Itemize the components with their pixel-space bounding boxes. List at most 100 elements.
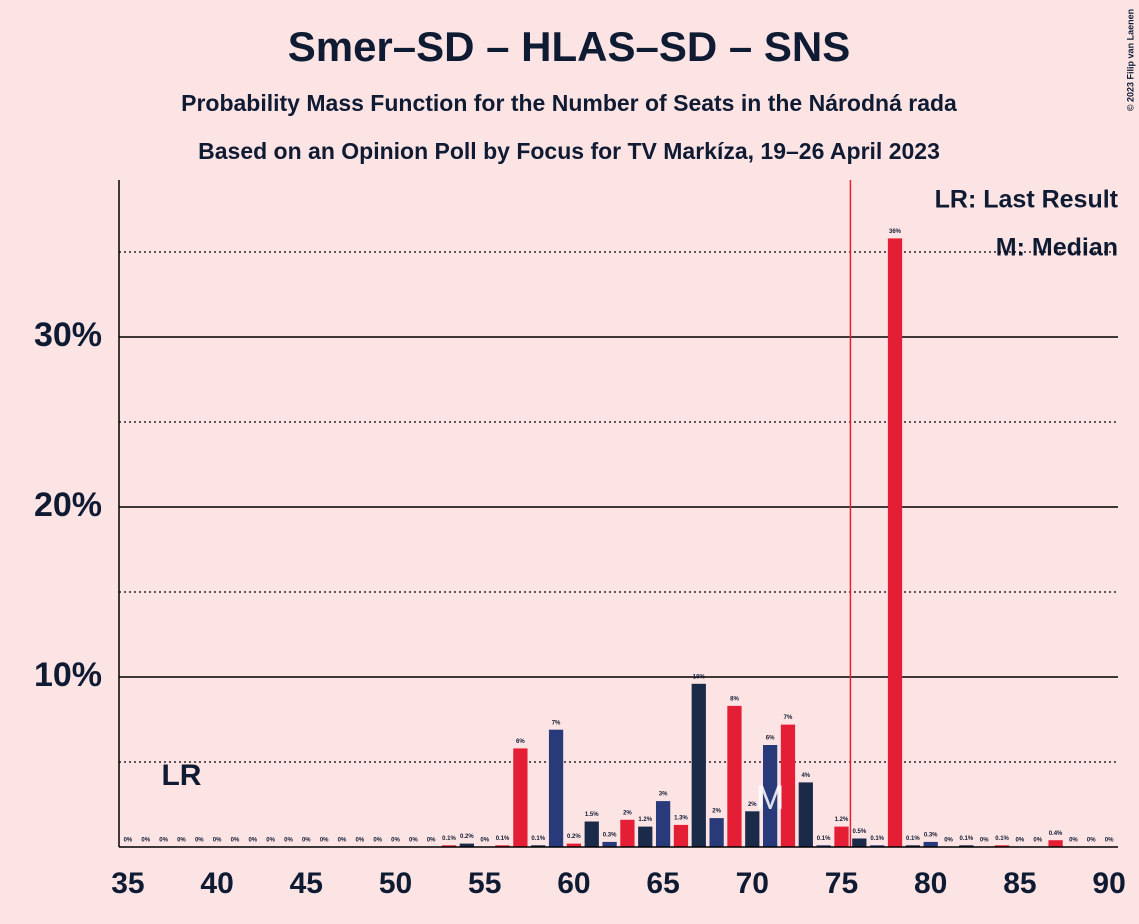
x-tick-label: 35 xyxy=(111,867,144,900)
value-label: 4% xyxy=(801,773,810,779)
bar xyxy=(441,845,457,847)
value-label: 0% xyxy=(409,838,418,844)
bar xyxy=(887,238,903,847)
value-label: 0% xyxy=(1033,838,1042,844)
value-label: 0% xyxy=(338,838,347,844)
bar xyxy=(548,729,564,847)
value-label: 0.1% xyxy=(960,836,974,842)
value-label: 0% xyxy=(1105,838,1114,844)
bar xyxy=(709,818,724,847)
x-tick-label: 75 xyxy=(825,867,858,900)
value-label: 0% xyxy=(391,838,400,844)
value-label: 0% xyxy=(177,838,186,844)
value-label: 2% xyxy=(712,809,721,815)
x-tick-label: 85 xyxy=(1003,867,1036,900)
value-label: 0% xyxy=(320,838,329,844)
value-label: 0.2% xyxy=(460,834,474,840)
value-label: 6% xyxy=(766,736,775,742)
bar xyxy=(959,845,974,847)
value-label: 0.1% xyxy=(870,836,884,842)
value-label: 1.2% xyxy=(835,817,849,823)
x-tick-label: 80 xyxy=(914,867,947,900)
value-label: 36% xyxy=(889,229,902,235)
value-label: 10% xyxy=(693,674,706,680)
value-label: 7% xyxy=(784,715,793,721)
value-label: 0% xyxy=(1069,838,1078,844)
chart-subtitle: Probability Mass Function for the Number… xyxy=(181,90,957,116)
annotation: M xyxy=(756,779,784,817)
value-label: 0.1% xyxy=(817,836,831,842)
x-tick-label: 65 xyxy=(646,867,679,900)
bar xyxy=(1048,840,1063,847)
x-tick-label: 60 xyxy=(557,867,590,900)
value-label: 0% xyxy=(427,838,436,844)
value-label: 3% xyxy=(659,792,668,798)
bar xyxy=(691,683,706,847)
bar xyxy=(655,801,671,847)
value-label: 0% xyxy=(1016,838,1025,844)
legend-entry: LR: Last Result xyxy=(935,186,1119,214)
value-label: 0% xyxy=(284,838,293,844)
value-label: 2% xyxy=(748,802,757,808)
value-label: 0% xyxy=(980,838,989,844)
bar xyxy=(566,843,582,847)
bar xyxy=(994,845,1010,847)
bar xyxy=(531,845,546,847)
bar xyxy=(745,811,760,847)
chart-title: Smer–SD – HLAS–SD – SNS xyxy=(288,23,851,70)
value-label: 0% xyxy=(480,838,489,844)
legend-entry: M: Median xyxy=(996,234,1118,262)
bar xyxy=(870,845,885,847)
value-label: 0.1% xyxy=(496,836,510,842)
x-tick-label: 70 xyxy=(736,867,769,900)
value-label: 0.5% xyxy=(852,829,866,835)
value-label: 0% xyxy=(248,838,257,844)
value-label: 0.1% xyxy=(995,836,1009,842)
bar xyxy=(923,841,938,847)
value-label: 0.3% xyxy=(924,832,938,838)
y-tick-label: 20% xyxy=(34,486,102,524)
value-label: 0.2% xyxy=(567,834,581,840)
bar xyxy=(798,782,813,847)
value-label: 1.5% xyxy=(585,812,599,818)
value-label: 2% xyxy=(623,810,632,816)
x-tick-label: 90 xyxy=(1092,867,1125,900)
value-label: 1.2% xyxy=(638,817,652,823)
bar xyxy=(584,821,599,847)
x-tick-label: 50 xyxy=(379,867,412,900)
value-label: 0% xyxy=(302,838,311,844)
value-label: 0% xyxy=(159,838,168,844)
bar xyxy=(495,845,510,847)
bar xyxy=(762,745,778,847)
bar xyxy=(816,845,831,847)
value-label: 0% xyxy=(944,838,953,844)
value-label: 0% xyxy=(266,838,275,844)
value-label: 6% xyxy=(516,739,525,745)
value-label: 0.4% xyxy=(1049,831,1063,837)
bar xyxy=(620,819,635,847)
bar xyxy=(905,845,920,847)
value-label: 0% xyxy=(124,838,133,844)
x-tick-label: 40 xyxy=(200,867,233,900)
value-label: 0% xyxy=(355,838,364,844)
x-tick-label: 55 xyxy=(468,867,501,900)
y-tick-label: 10% xyxy=(34,656,102,694)
value-label: 1.3% xyxy=(674,815,688,821)
bar xyxy=(852,838,867,847)
value-label: 7% xyxy=(552,720,561,726)
bar xyxy=(513,748,528,847)
bar xyxy=(727,705,742,847)
value-label: 0.1% xyxy=(906,836,920,842)
value-label: 0% xyxy=(231,838,240,844)
bar xyxy=(602,841,617,847)
value-label: 0% xyxy=(373,838,382,844)
y-tick-label: 30% xyxy=(34,316,102,354)
value-label: 0.1% xyxy=(442,836,456,842)
x-tick-label: 45 xyxy=(290,867,323,900)
bar xyxy=(834,826,849,847)
copyright: © 2023 Filip van Laenen xyxy=(1125,9,1135,111)
value-label: 0.1% xyxy=(531,836,545,842)
value-label: 0% xyxy=(1087,838,1096,844)
